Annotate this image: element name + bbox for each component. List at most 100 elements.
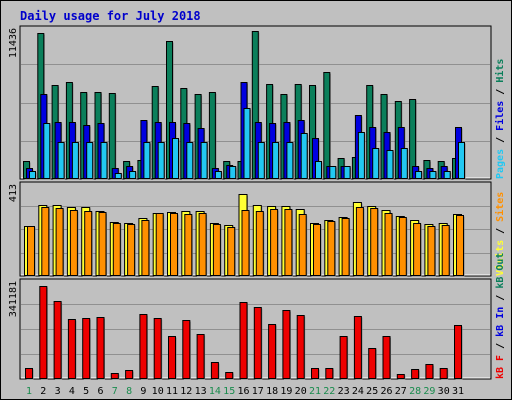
day-label-15: 15	[223, 386, 235, 397]
sites-bar-day-30	[441, 225, 450, 276]
kbytes-bar-day-13	[196, 334, 205, 379]
day-label-26: 26	[380, 386, 392, 397]
pages-bar-day-17	[257, 142, 265, 179]
pages-bar-day-28	[415, 171, 423, 179]
day-label-13: 13	[195, 386, 207, 397]
pages-bar-day-24	[357, 132, 365, 179]
kbytes-bar-day-20	[296, 315, 305, 379]
sites-bar-day-17	[255, 211, 264, 276]
sites-bar-day-25	[370, 208, 379, 276]
sites-bar-day-24	[355, 207, 364, 276]
middle-legend-item-1: Visits	[494, 240, 506, 276]
pages-bar-day-4	[71, 142, 79, 179]
day-label-18: 18	[266, 386, 278, 397]
sites-bar-day-23	[341, 218, 350, 276]
kbytes-bar-day-5	[82, 318, 91, 379]
kbytes-bar-day-6	[96, 317, 105, 379]
day-label-19: 19	[280, 386, 292, 397]
day-label-29: 29	[423, 386, 435, 397]
pages-bar-day-9	[143, 142, 151, 179]
day-label-14: 14	[209, 386, 221, 397]
day-label-27: 27	[395, 386, 407, 397]
middle-legend-item-2: /	[495, 222, 506, 240]
bottom-legend-item-3: kB In	[495, 307, 506, 337]
kbytes-bar-day-15	[225, 372, 234, 379]
day-label-31: 31	[452, 386, 464, 397]
kbytes-bar-day-30	[439, 368, 448, 379]
middle-legend: Visits / Sites	[494, 192, 506, 276]
day-label-11: 11	[166, 386, 178, 397]
pages-bar-day-6	[100, 142, 108, 179]
sites-bar-day-22	[327, 221, 336, 276]
kbytes-bar-day-27	[396, 374, 405, 379]
day-label-7: 7	[112, 386, 118, 397]
sites-bar-day-18	[270, 209, 279, 276]
hits-bar-day-14	[208, 92, 216, 179]
top-legend-item-2: /	[495, 131, 506, 149]
pages-bar-day-21	[315, 161, 322, 179]
day-label-21: 21	[309, 386, 321, 397]
bottom-legend-item-2: /	[495, 337, 506, 355]
kbytes-bar-day-18	[268, 324, 277, 379]
chart-title: Daily usage for July 2018	[20, 9, 201, 23]
bottom-scale-label: 341181	[8, 281, 19, 317]
day-label-3: 3	[55, 386, 61, 397]
sites-bar-day-4	[69, 210, 78, 276]
pages-bar-day-18	[272, 142, 280, 179]
pages-bar-day-10	[157, 142, 165, 179]
kbytes-bar-day-16	[239, 302, 248, 379]
pages-bar-day-5	[86, 142, 94, 179]
sites-bar-day-7	[112, 223, 121, 276]
kbytes-bar-day-12	[182, 320, 191, 379]
sites-bar-day-12	[184, 214, 193, 276]
top-legend-item-4: /	[495, 83, 506, 101]
pages-bar-day-16	[243, 108, 251, 179]
pages-bar-day-7	[114, 173, 122, 179]
pages-bar-day-15	[229, 166, 237, 179]
kbytes-bar-day-11	[168, 336, 176, 379]
day-label-20: 20	[295, 386, 307, 397]
bottom-legend: kB F / kB In / kB Out	[495, 253, 506, 379]
pages-bar-day-2	[43, 123, 51, 179]
sites-bar-day-13	[198, 213, 207, 276]
day-label-22: 22	[323, 386, 335, 397]
pages-bar-day-1	[29, 171, 36, 179]
kbytes-bar-day-10	[153, 318, 162, 379]
kbytes-bar-day-29	[425, 364, 434, 379]
day-label-10: 10	[152, 386, 164, 397]
sites-bar-day-8	[127, 224, 136, 276]
sites-bar-day-31	[456, 215, 464, 276]
day-label-9: 9	[140, 386, 146, 397]
kbytes-bar-day-17	[253, 307, 262, 379]
top-legend-item-1: Pages	[495, 149, 506, 179]
day-label-16: 16	[237, 386, 249, 397]
sites-bar-day-1	[27, 226, 35, 276]
kbytes-bar-day-1	[25, 368, 33, 379]
day-label-4: 4	[69, 386, 75, 397]
sites-bar-day-14	[212, 224, 221, 276]
sites-bar-day-9	[141, 220, 150, 276]
sites-bar-day-20	[298, 214, 307, 276]
middle-scale-label: 413	[8, 184, 19, 202]
day-label-17: 17	[252, 386, 264, 397]
pages-bar-day-27	[400, 148, 408, 179]
kbytes-bar-day-21	[311, 368, 319, 379]
pages-bar-day-22	[329, 166, 337, 179]
sites-bar-day-11	[170, 213, 178, 276]
pages-bar-day-29	[429, 171, 437, 179]
kbytes-bar-day-4	[67, 319, 76, 379]
top-legend: Pages / Files / Hits	[494, 59, 506, 179]
pages-bar-day-20	[300, 133, 308, 179]
pages-bar-day-12	[186, 142, 194, 179]
bottom-legend-item-5: kB Out	[495, 253, 506, 289]
kbytes-bar-day-3	[53, 301, 62, 379]
day-label-8: 8	[126, 386, 132, 397]
sites-bar-day-3	[55, 208, 64, 276]
sites-bar-day-5	[84, 211, 93, 276]
sites-bar-day-2	[41, 207, 50, 276]
sites-bar-day-27	[398, 217, 407, 276]
top-legend-item-5: Hits	[494, 59, 506, 83]
kbytes-bar-day-14	[210, 362, 219, 379]
kbytes-bar-day-31	[454, 325, 462, 379]
